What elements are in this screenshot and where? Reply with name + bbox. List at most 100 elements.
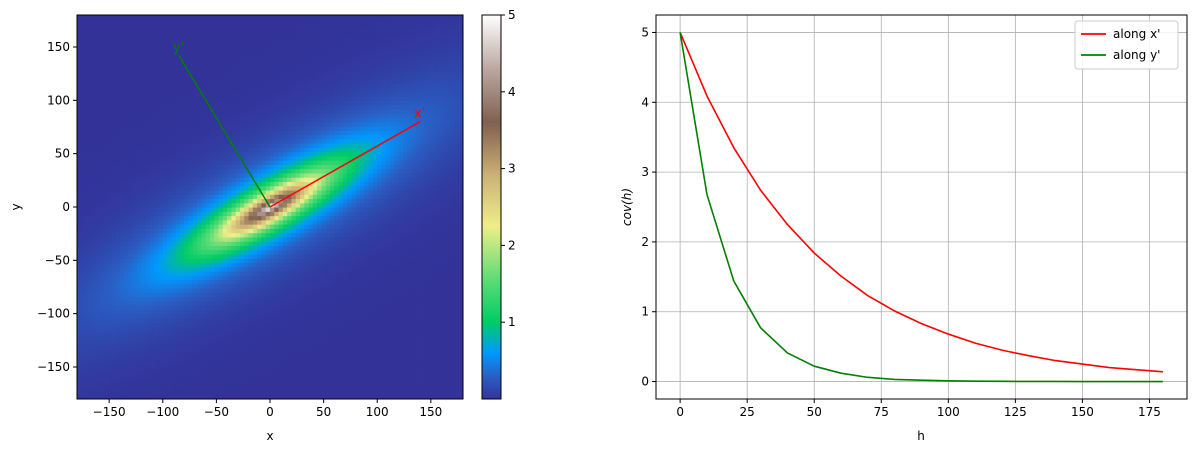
heatmap-cell: [128, 207, 134, 212]
heatmap-cell: [102, 113, 108, 118]
heatmap-cell: [214, 57, 220, 63]
heatmap-cell: [98, 369, 104, 374]
heatmap-cell: [81, 87, 87, 93]
heatmap-cell: [149, 377, 155, 383]
heatmap-cell: [98, 138, 104, 144]
heatmap-cell: [167, 113, 172, 118]
heatmap-cell: [218, 181, 224, 187]
heatmap-cell: [300, 113, 305, 118]
heatmap-cell: [214, 147, 220, 153]
heatmap-cell: [244, 373, 250, 379]
heatmap-cell: [107, 32, 112, 37]
heatmap-cell: [102, 241, 108, 246]
heatmap-cell: [119, 113, 125, 118]
heatmap-cell: [141, 96, 147, 101]
heatmap-cell: [295, 108, 301, 114]
heatmap-cell: [282, 373, 288, 379]
heatmap-cell: [171, 394, 177, 399]
heatmap-cell: [270, 138, 275, 144]
heatmap-cell: [300, 356, 305, 362]
heatmap-cell: [274, 172, 280, 178]
heatmap-cell: [107, 125, 112, 131]
heatmap-cell: [154, 356, 160, 362]
heatmap-cell: [201, 36, 207, 42]
heatmap-cell: [94, 335, 100, 340]
heatmap-cell: [192, 15, 198, 20]
heatmap-cell: [119, 185, 125, 191]
heatmap-cell: [261, 91, 267, 97]
heatmap-cell: [119, 70, 125, 76]
heatmap-cell: [205, 241, 211, 246]
heatmap-cell: [252, 322, 258, 328]
heatmap-cell: [252, 330, 258, 336]
heatmap-cell: [227, 147, 232, 153]
heatmap-cell: [295, 138, 301, 144]
heatmap-cell: [171, 356, 177, 362]
heatmap-cell: [197, 275, 202, 281]
heatmap-cell: [149, 224, 155, 229]
heatmap-cell: [111, 309, 117, 315]
heatmap-cell: [201, 326, 207, 332]
heatmap-cell: [274, 211, 280, 217]
heatmap-cell: [89, 266, 95, 272]
heatmap-cell: [102, 313, 108, 319]
heatmap-cell: [291, 288, 297, 293]
heatmap-cell: [124, 40, 130, 46]
heatmap-cell: [107, 57, 112, 63]
heatmap-cell: [179, 100, 185, 106]
heatmap-cell: [265, 236, 271, 242]
heatmap-cell: [188, 236, 194, 242]
heatmap-cell: [287, 79, 293, 84]
heatmap-cell: [201, 130, 207, 136]
heatmap-cell: [107, 168, 112, 174]
heatmap-cell: [85, 245, 91, 251]
heatmap-cell: [304, 130, 310, 136]
heatmap-cell: [231, 224, 237, 229]
heatmap-cell: [89, 44, 95, 50]
heatmap-cell: [287, 138, 293, 144]
heatmap-cell: [231, 44, 237, 50]
heatmap-cell: [124, 300, 130, 306]
heatmap-cell: [162, 49, 168, 54]
heatmap-cell: [274, 160, 280, 165]
heatmap-cell: [175, 96, 181, 101]
heatmap-cell: [287, 309, 293, 315]
heatmap-cell: [248, 258, 254, 264]
heatmap-cell: [244, 113, 250, 118]
heatmap-cell: [85, 377, 91, 383]
heatmap-cell: [218, 253, 224, 259]
heatmap-cell: [265, 305, 271, 310]
heatmap-cell: [167, 305, 172, 310]
heatmap-cell: [89, 296, 95, 302]
heatmap-cell: [227, 356, 232, 362]
heatmap-cell: [124, 104, 130, 110]
heatmap-cell: [304, 300, 310, 306]
heatmap-cell: [270, 347, 275, 353]
heatmap-cell: [308, 330, 314, 336]
heatmap-cell: [308, 172, 314, 178]
heatmap-cell: [184, 207, 190, 212]
heatmap-cell: [175, 300, 181, 306]
heatmap-cell: [278, 177, 284, 182]
heatmap-cell: [218, 160, 224, 165]
heatmap-cell: [227, 271, 232, 276]
heatmap-cell: [274, 330, 280, 336]
heatmap-cell: [77, 168, 82, 174]
heatmap-cell: [252, 249, 258, 255]
heatmap-cell: [145, 236, 151, 242]
heatmap-cell: [167, 339, 172, 345]
heatmap-cell: [158, 390, 164, 396]
heatmap-cell: [167, 44, 172, 50]
heatmap-cell: [214, 121, 220, 127]
heatmap-cell: [85, 100, 91, 106]
heatmap-cell: [175, 330, 181, 336]
heatmap-cell: [261, 57, 267, 63]
heatmap-cell: [205, 300, 211, 306]
heatmap-cell: [261, 313, 267, 319]
heatmap-cell: [274, 147, 280, 153]
heatmap-cell: [171, 15, 177, 20]
heatmap-cell: [145, 322, 151, 328]
heatmap-cell: [119, 377, 125, 383]
heatmap-cell: [89, 305, 95, 310]
heatmap-cell: [214, 189, 220, 195]
